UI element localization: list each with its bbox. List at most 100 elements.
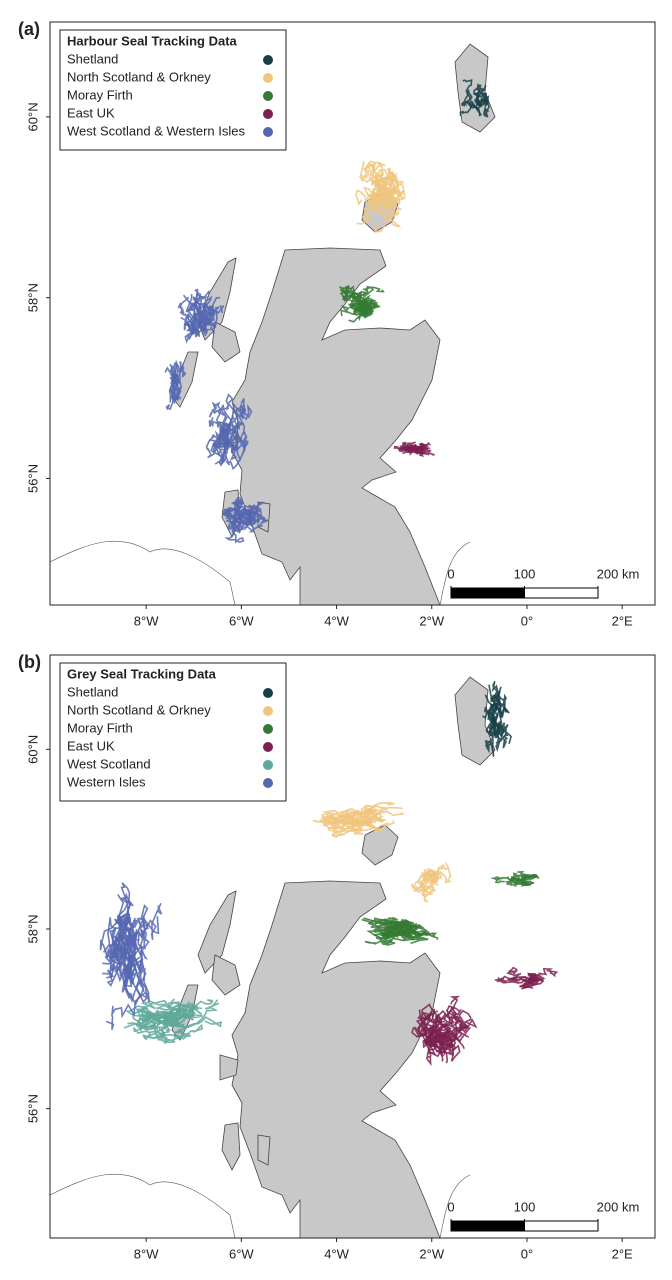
seal-track: [133, 1026, 183, 1044]
seal-track: [193, 296, 221, 332]
x-tick-label: 8°W: [134, 613, 159, 628]
legend-swatch: [263, 724, 273, 734]
seal-track: [434, 1014, 457, 1057]
seal-track: [353, 307, 372, 322]
seal-track: [162, 999, 220, 1034]
legend-swatch: [263, 127, 273, 137]
seal-track: [231, 431, 249, 451]
seal-track: [128, 960, 151, 1006]
x-tick-label: 4°W: [324, 613, 349, 628]
seal-track: [180, 311, 195, 344]
scale-bar-black: [450, 1220, 525, 1232]
seal-track: [473, 87, 490, 106]
legend-swatch: [263, 742, 273, 752]
island: [211, 954, 241, 996]
seal-track: [373, 168, 397, 206]
seal-track: [481, 709, 495, 757]
legend-label: East UK: [67, 738, 115, 753]
mainland: [231, 247, 441, 605]
island: [361, 824, 399, 866]
map-area: [50, 43, 496, 605]
legend-label: North Scotland & Orkney: [67, 702, 211, 717]
seal-track: [512, 875, 540, 887]
x-tick-label: 2°E: [612, 1246, 633, 1261]
x-tick-label: 6°W: [229, 613, 254, 628]
scale-bar-white: [524, 587, 599, 599]
seal-track: [328, 822, 364, 835]
seal-track: [445, 1004, 478, 1034]
legend-swatch: [263, 73, 273, 83]
seal-track: [213, 393, 241, 430]
legend-label: West Scotland: [67, 756, 151, 771]
seal-track: [223, 405, 246, 437]
x-tick-label: 8°W: [134, 1246, 159, 1261]
map-panel: 8°W 6°W 4°W 2°W 0° 2°E 56°N 58°N 60°N (b) Grey Sea…: [18, 652, 656, 1261]
map-frame: [49, 21, 656, 606]
scale-label: 200 km: [597, 566, 640, 581]
legend-swatch: [263, 688, 273, 698]
legend-title: Grey Seal Tracking Data: [67, 666, 217, 681]
seal-track: [364, 936, 396, 946]
scale-label: 0: [447, 1199, 454, 1214]
seal-track: [183, 318, 207, 338]
seal-track: [504, 876, 535, 888]
seal-track: [341, 290, 365, 299]
legend-label: Western Isles: [67, 774, 146, 789]
x-tick-label: 4°W: [324, 1246, 349, 1261]
legend-label: Shetland: [67, 684, 118, 699]
legend-box: [59, 29, 287, 151]
ireland-coast: [50, 1173, 236, 1238]
seal-track: [388, 930, 439, 943]
scale-bar-white: [524, 1220, 599, 1232]
legend-label: North Scotland & Orkney: [67, 69, 211, 84]
seal-track: [488, 680, 501, 704]
seal-track: [490, 875, 516, 884]
ireland-coast: [50, 540, 236, 605]
seal-track: [474, 83, 487, 96]
seal-track: [411, 1017, 437, 1045]
seal-track: [321, 813, 365, 824]
seal-track: [465, 89, 483, 116]
legend-title: Harbour Seal Tracking Data: [67, 33, 238, 48]
seal-track: [420, 885, 437, 903]
island: [257, 1134, 271, 1166]
seal-track: [99, 898, 146, 972]
scale-label: 0: [447, 566, 454, 581]
seal-track: [102, 916, 144, 973]
scale-bar-black: [450, 587, 525, 599]
seal-track: [219, 422, 237, 467]
y-tick-label: 56°N: [25, 464, 40, 493]
x-tick-label: 2°W: [419, 613, 444, 628]
seal-track: [239, 515, 264, 533]
seal-track: [398, 441, 407, 451]
seal-track: [415, 867, 434, 893]
seal-track: [407, 443, 427, 455]
map-area: [50, 676, 559, 1238]
seal-track: [133, 902, 163, 941]
seal-track: [205, 433, 237, 451]
island: [221, 1122, 241, 1171]
island: [454, 676, 496, 766]
legend-label: Shetland: [67, 51, 118, 66]
legend-swatch: [263, 760, 273, 770]
x-tick-label: 2°W: [419, 1246, 444, 1261]
legend-label: Moray Firth: [67, 87, 133, 102]
panel-label: (a): [18, 19, 40, 39]
legend-swatch: [263, 55, 273, 65]
scale-label: 100: [514, 1199, 536, 1214]
seal-track: [482, 100, 490, 118]
seal-track: [413, 1003, 434, 1037]
seal-track: [208, 401, 228, 428]
legend-swatch: [263, 706, 273, 716]
seal-track: [372, 925, 405, 940]
seal-track: [429, 1033, 461, 1062]
england-coast: [439, 541, 471, 605]
seal-track: [497, 977, 537, 984]
england-coast: [439, 1174, 471, 1238]
seal-track: [116, 892, 141, 968]
seal-track: [329, 819, 395, 831]
scale-label: 200 km: [597, 1199, 640, 1214]
y-tick-label: 60°N: [25, 735, 40, 764]
seal-track: [206, 305, 225, 323]
